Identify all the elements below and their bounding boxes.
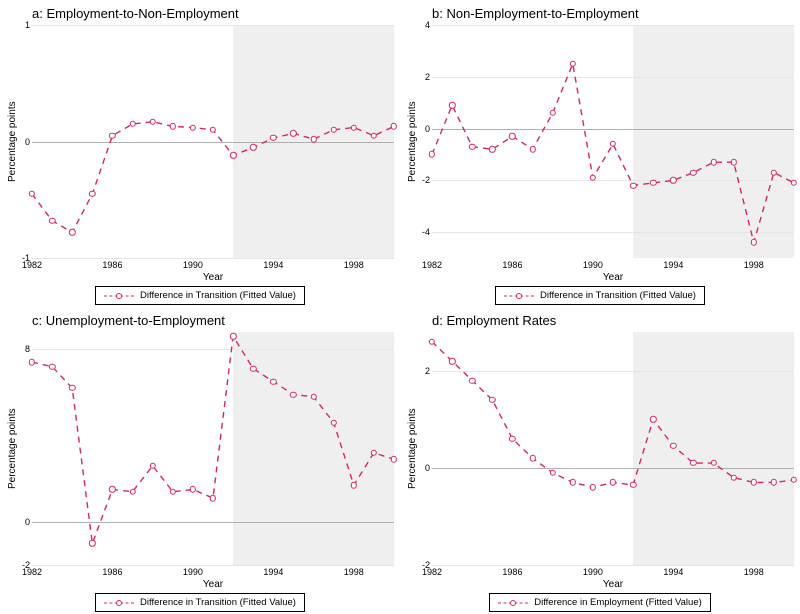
y-tick-label: -2 — [422, 175, 430, 185]
x-tick-label: 1990 — [183, 260, 203, 270]
plot-region — [432, 25, 794, 258]
y-axis-label: Percentage points — [406, 332, 418, 565]
data-marker — [391, 456, 397, 462]
data-marker — [391, 123, 397, 129]
series-line — [32, 336, 394, 543]
legend: Difference in Transition (Fitted Value) — [95, 593, 305, 612]
x-tick-label: 1994 — [263, 260, 283, 270]
legend: Difference in Transition (Fitted Value) — [95, 286, 305, 305]
legend-marker-icon — [104, 598, 134, 608]
x-axis-label: Year — [432, 579, 794, 590]
plot-row: Percentage points-4-2024 — [406, 25, 794, 258]
y-tick-label: 0 — [425, 463, 430, 473]
x-ticks: 19821986199019941998 — [32, 567, 394, 578]
x-tick-label: 1998 — [744, 260, 764, 270]
x-tick-label: 1998 — [344, 567, 364, 577]
plot-row: Percentage points-208 — [6, 332, 394, 565]
legend-marker-icon — [104, 291, 134, 301]
x-axis-label: Year — [432, 272, 794, 283]
x-tick-label: 1982 — [22, 567, 42, 577]
panel-c: c: Unemployment-to-Employment Percentage … — [0, 307, 400, 614]
plot-region — [32, 332, 394, 565]
panel-b: b: Non-Employment-to-Employment Percentag… — [400, 0, 800, 307]
y-ticks: -202 — [418, 332, 432, 565]
plot-area — [432, 332, 794, 565]
series-line — [32, 122, 394, 233]
data-marker — [791, 477, 797, 483]
y-tick-label: 0 — [25, 137, 30, 147]
panel-a: a: Employment-to-Non-Employment Percentag… — [0, 0, 400, 307]
y-ticks: -4-2024 — [418, 25, 432, 258]
x-tick-label: 1986 — [102, 260, 122, 270]
y-axis-label: Percentage points — [6, 25, 18, 258]
y-tick-label: 1 — [25, 20, 30, 30]
data-marker — [791, 180, 797, 186]
legend-label: Difference in Employment (Fitted Value) — [534, 597, 702, 608]
x-tick-label: 1990 — [183, 567, 203, 577]
x-tick-label: 1998 — [344, 260, 364, 270]
x-tick-label: 1986 — [502, 567, 522, 577]
legend: Difference in Transition (Fitted Value) — [495, 286, 705, 305]
x-tick-label: 1986 — [102, 567, 122, 577]
x-tick-label: 1990 — [583, 567, 603, 577]
legend-label: Difference in Transition (Fitted Value) — [140, 290, 296, 301]
series-line — [432, 342, 794, 488]
panel-title: b: Non-Employment-to-Employment — [432, 6, 794, 21]
x-axis-label: Year — [32, 579, 394, 590]
x-tick-label: 1982 — [422, 567, 442, 577]
plot-row: Percentage points-202 — [406, 332, 794, 565]
series-line — [432, 64, 794, 243]
panel-title: d: Employment Rates — [432, 313, 794, 328]
y-tick-label: -4 — [422, 227, 430, 237]
plot-wrap: Percentage points-101 1982 1986 1990 1994 199… — [6, 25, 394, 283]
series-svg — [32, 25, 394, 258]
y-tick-label: 0 — [25, 517, 30, 527]
x-tick-label: 1982 — [22, 260, 42, 270]
y-ticks: -208 — [18, 332, 32, 565]
panel-d: d: Employment RatesPercentage points-202… — [400, 307, 800, 614]
x-tick-label: 1994 — [263, 567, 283, 577]
gridline — [432, 565, 794, 566]
x-tick-label: 1986 — [502, 260, 522, 270]
x-tick-label: 1990 — [583, 260, 603, 270]
x-tick-label: 1994 — [663, 567, 683, 577]
y-tick-label: 2 — [425, 72, 430, 82]
series-svg — [32, 332, 394, 565]
panel-title: a: Employment-to-Non-Employment — [32, 6, 394, 21]
plot-region — [32, 25, 394, 258]
x-tick-label: 1982 — [422, 260, 442, 270]
x-axis-label: Year — [32, 272, 394, 283]
plot-wrap: Percentage points-4-20241982198619901994… — [406, 25, 794, 283]
y-tick-label: 8 — [25, 344, 30, 354]
x-ticks: 19821986199019941998 — [432, 567, 794, 578]
legend-label: Difference in Transition (Fitted Value) — [140, 597, 296, 608]
panel-title: c: Unemployment-to-Employment — [32, 313, 394, 328]
legend-marker-icon — [498, 598, 528, 608]
x-ticks: 19821986199019941998 — [432, 260, 794, 271]
figure-grid: a: Employment-to-Non-Employment Percentag… — [0, 0, 800, 614]
y-axis-label: Percentage points — [6, 332, 18, 565]
legend: Difference in Employment (Fitted Value) — [489, 593, 711, 612]
plot-area — [32, 332, 394, 565]
plot-row: Percentage points-101 — [6, 25, 394, 258]
y-tick-label: 4 — [425, 20, 430, 30]
x-ticks: 19821986199019941998 — [32, 260, 394, 271]
gridline — [32, 258, 394, 259]
x-tick-label: 1994 — [663, 260, 683, 270]
plot-region — [432, 332, 794, 565]
plot-wrap: Percentage points-2081982198619901994199… — [6, 332, 394, 590]
y-axis-label: Percentage points — [406, 25, 418, 258]
gridline — [32, 565, 394, 566]
legend-label: Difference in Transition (Fitted Value) — [540, 290, 696, 301]
y-tick-label: 0 — [425, 124, 430, 134]
x-tick-label: 1998 — [744, 567, 764, 577]
y-tick-label: 2 — [425, 366, 430, 376]
plot-area — [32, 25, 394, 258]
legend-marker-icon — [504, 291, 534, 301]
y-ticks: -101 — [18, 25, 32, 258]
series-svg — [432, 332, 794, 565]
plot-wrap: Percentage points-2021982198619901994199… — [406, 332, 794, 590]
plot-area — [432, 25, 794, 258]
